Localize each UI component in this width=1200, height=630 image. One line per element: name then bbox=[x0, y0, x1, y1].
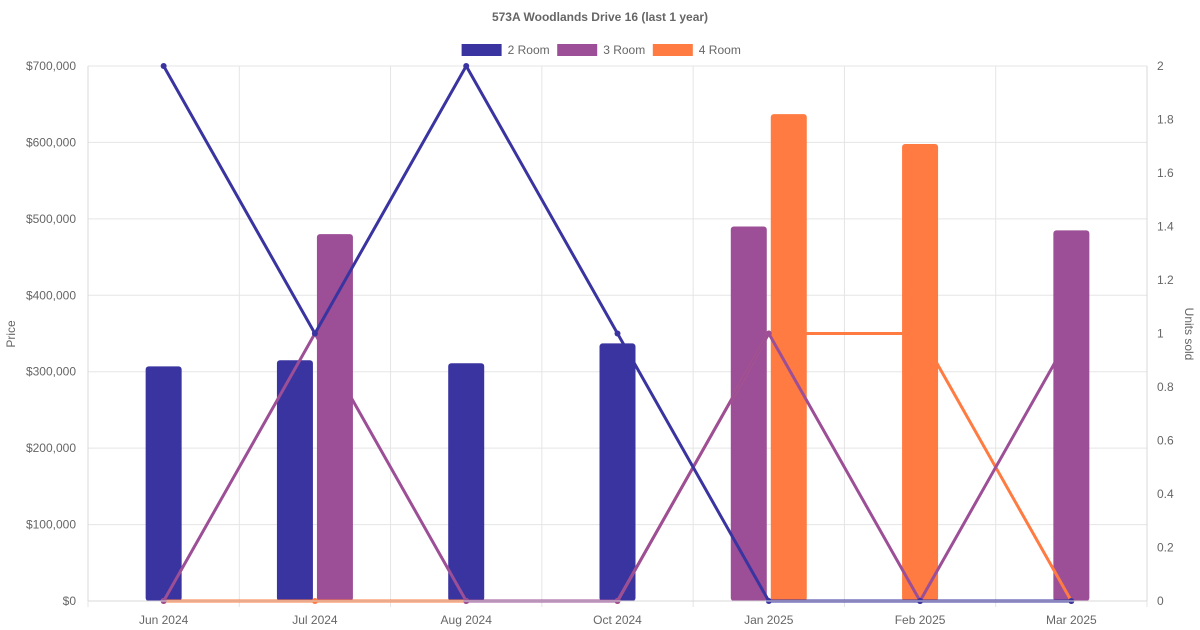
y2-tick-label: 1 bbox=[1157, 327, 1164, 341]
y2-tick-label: 0.2 bbox=[1157, 541, 1174, 555]
y-tick-label: $500,000 bbox=[26, 212, 76, 226]
gridlines bbox=[87, 65, 1148, 607]
bar-2-room bbox=[145, 366, 182, 601]
point-units-sold-2-room bbox=[463, 63, 470, 69]
point-units-sold-2-room bbox=[614, 330, 621, 337]
bar-layer bbox=[145, 114, 1090, 602]
y2-tick-label: 1.4 bbox=[1157, 220, 1174, 234]
y2-tick-label: 0 bbox=[1157, 594, 1164, 608]
x-tick-label: Aug 2024 bbox=[441, 613, 493, 627]
bar-4-room bbox=[770, 114, 807, 602]
legend-swatch-3-room bbox=[557, 44, 598, 56]
y2-tick-label: 0.4 bbox=[1157, 487, 1174, 501]
legend-label-2-room: 2 Room bbox=[508, 43, 550, 57]
y2-tick-label: 0.6 bbox=[1157, 434, 1174, 448]
point-units-sold-4-room bbox=[917, 330, 924, 337]
legend-label-4-room: 4 Room bbox=[699, 43, 741, 57]
x-tick-label: Jun 2024 bbox=[139, 613, 189, 627]
bar-3-room bbox=[1053, 230, 1090, 602]
bar-2-room bbox=[448, 363, 485, 601]
x-tick-label: Jul 2024 bbox=[292, 613, 338, 627]
legend-label-3-room: 3 Room bbox=[603, 43, 645, 57]
bar-2-room bbox=[276, 360, 313, 601]
axes: $0 $100,000 $200,000 $300,000 $400,000 $500,0… bbox=[26, 59, 1174, 627]
x-tick-label: Mar 2025 bbox=[1046, 613, 1097, 627]
bar-3-room bbox=[316, 234, 353, 601]
point-units-sold-3-room bbox=[765, 330, 772, 337]
y-tick-label: $400,000 bbox=[26, 288, 76, 302]
legend-swatch-4-room bbox=[652, 44, 693, 56]
legend-swatch-2-room bbox=[461, 44, 502, 56]
y-tick-label: $700,000 bbox=[26, 59, 76, 73]
y2-tick-label: 2 bbox=[1157, 59, 1164, 73]
legend: 2 Room 3 Room 4 Room bbox=[461, 43, 741, 57]
y-tick-label: $300,000 bbox=[26, 365, 76, 379]
chart-title: 573A Woodlands Drive 16 (last 1 year) bbox=[492, 10, 708, 24]
y2-tick-label: 1.6 bbox=[1157, 166, 1174, 180]
y2-tick-label: 1.2 bbox=[1157, 273, 1174, 287]
y-tick-label: $100,000 bbox=[26, 518, 76, 532]
bar-2-room bbox=[599, 343, 636, 601]
point-units-sold-2-room bbox=[311, 330, 318, 337]
point-units-sold-2-room bbox=[160, 63, 167, 69]
bar-3-room bbox=[730, 226, 767, 601]
x-tick-label: Jan 2025 bbox=[744, 613, 794, 627]
x-tick-label: Oct 2024 bbox=[593, 613, 642, 627]
y-axis-title: Price bbox=[4, 320, 18, 348]
y-tick-label: $200,000 bbox=[26, 441, 76, 455]
y2-tick-label: 0.8 bbox=[1157, 380, 1174, 394]
y2-axis-title: Units sold bbox=[1182, 308, 1196, 361]
y-tick-label: $600,000 bbox=[26, 135, 76, 149]
y-tick-label: $0 bbox=[63, 594, 77, 608]
point-units-sold-3-room bbox=[1068, 330, 1075, 337]
bar-4-room bbox=[902, 143, 939, 601]
y2-tick-label: 1.8 bbox=[1157, 113, 1174, 127]
x-tick-label: Feb 2025 bbox=[895, 613, 946, 627]
